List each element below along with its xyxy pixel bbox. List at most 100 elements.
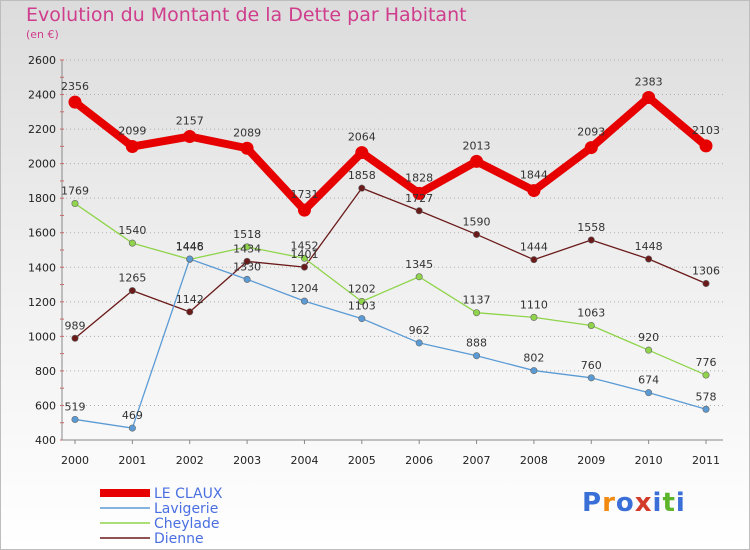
y-tick-label: 1800 (28, 192, 56, 205)
logo-letter: P (582, 488, 603, 518)
legend-label: LE CLAUX (154, 486, 223, 502)
data-point (645, 255, 653, 263)
y-tick-label: 2200 (28, 123, 56, 136)
y-tick-label: 2000 (28, 158, 56, 171)
series-line-lavigerie (74, 258, 707, 429)
data-point (645, 346, 653, 354)
data-label: 1858 (348, 169, 376, 182)
data-label: 1844 (520, 169, 548, 182)
data-label: 1306 (692, 265, 720, 278)
logo-letter: t (662, 488, 676, 518)
y-tick-label: 1600 (28, 227, 56, 240)
chart-subtitle: (en €) (26, 28, 59, 41)
series-line-le-claux (71, 93, 710, 215)
data-point (587, 236, 595, 244)
data-point (243, 275, 251, 283)
x-tick-label: 2001 (118, 454, 146, 467)
data-label: 1452 (290, 239, 318, 252)
series-layer (68, 90, 713, 432)
data-label: 1769 (61, 185, 89, 198)
data-point (71, 200, 79, 208)
data-point (584, 141, 598, 155)
data-point (68, 95, 82, 109)
data-point (297, 203, 311, 217)
data-label: 1204 (290, 282, 318, 295)
data-label: 2013 (463, 139, 491, 152)
data-point (530, 256, 538, 264)
x-tick-label: 2010 (635, 454, 663, 467)
data-label: 2064 (348, 131, 376, 144)
x-tick-label: 2004 (290, 454, 318, 467)
x-tick-label: 2003 (233, 454, 261, 467)
data-point (300, 263, 308, 271)
data-point (186, 255, 194, 263)
data-point (355, 146, 369, 160)
data-label: 760 (581, 359, 602, 372)
data-point (642, 90, 656, 104)
legend-label: Cheylade (154, 516, 220, 532)
data-point (243, 257, 251, 265)
data-point (415, 273, 423, 281)
data-point (587, 321, 595, 329)
data-label: 1540 (118, 224, 146, 237)
data-point (473, 230, 481, 238)
data-label: 1202 (348, 282, 376, 295)
logo-letter: i (675, 488, 686, 518)
value-labels: 2356 2099 2157 2089 1731 2064 1828 2013 1844 2093… (61, 75, 720, 422)
data-point (415, 207, 423, 215)
data-point (300, 254, 308, 262)
data-label: 1330 (233, 260, 261, 273)
y-tick-label: 2600 (28, 54, 56, 67)
x-tick-label: 2005 (348, 454, 376, 467)
data-label: 1401 (290, 248, 318, 261)
data-point (699, 139, 713, 153)
series-line-cheylade (74, 202, 707, 376)
data-point (412, 186, 426, 200)
data-label: 1142 (176, 293, 204, 306)
data-label: 1434 (233, 242, 261, 255)
data-point (358, 297, 366, 305)
proxiti-logo: Proxiti (582, 488, 686, 518)
data-point (702, 371, 710, 379)
data-point (527, 184, 541, 198)
data-label: 776 (696, 356, 717, 369)
data-point (243, 243, 251, 251)
data-label: 2093 (577, 126, 605, 139)
data-label: 2383 (635, 75, 663, 88)
x-tick-label: 2011 (692, 454, 720, 467)
data-label: 2356 (61, 80, 89, 93)
data-point (415, 339, 423, 347)
legend-label: Lavigerie (154, 501, 218, 517)
data-label: 1103 (348, 300, 376, 313)
data-label: 1518 (233, 228, 261, 241)
data-point (530, 367, 538, 375)
data-label: 2099 (118, 125, 146, 138)
data-label: 1448 (176, 240, 204, 253)
data-label: 1558 (577, 221, 605, 234)
data-label: 1727 (405, 192, 433, 205)
logo-letter: x (634, 488, 653, 518)
data-label: 2157 (176, 115, 204, 128)
logo-letter: o (615, 488, 635, 518)
x-tick-label: 2006 (405, 454, 433, 467)
y-tick-label: 1000 (28, 330, 56, 343)
data-point (702, 280, 710, 288)
data-label: 674 (638, 374, 659, 387)
y-tick-label: 600 (35, 399, 56, 412)
data-label: 1110 (520, 298, 548, 311)
data-point (530, 313, 538, 321)
data-label: 578 (696, 390, 717, 403)
data-point (702, 405, 710, 413)
series-line-dienne (74, 187, 707, 339)
legend-label: Dienne (154, 531, 204, 547)
y-tick-label: 2400 (28, 89, 56, 102)
data-point (358, 315, 366, 323)
data-label: 1137 (463, 294, 491, 307)
data-point (128, 424, 136, 432)
data-label: 888 (466, 337, 487, 350)
data-label: 1590 (463, 215, 491, 228)
logo-letter: r (602, 488, 616, 518)
